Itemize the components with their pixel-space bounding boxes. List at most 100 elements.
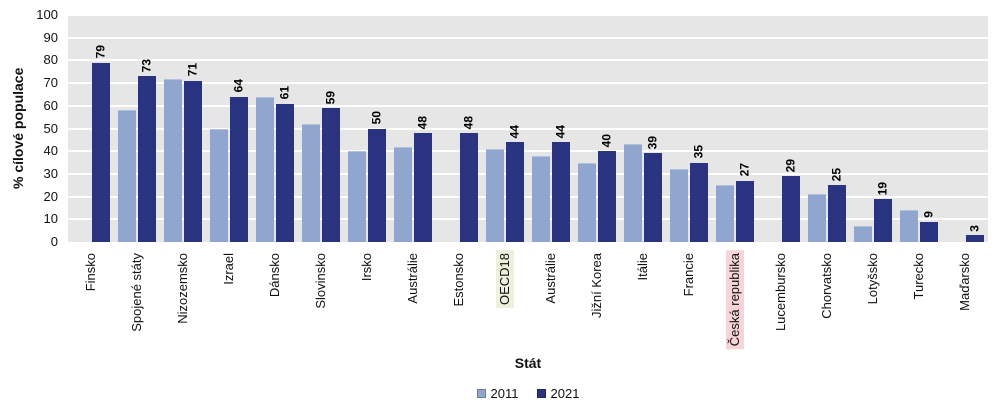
gridline <box>68 127 988 130</box>
bar-2021 <box>598 151 616 242</box>
bar-value-label: 27 <box>737 163 752 177</box>
x-tick-label: Turecko <box>911 253 926 300</box>
bar-2021 <box>736 180 754 242</box>
bar-2021 <box>552 142 570 242</box>
y-tick-label: 40 <box>43 143 58 159</box>
x-tick-label: Slovinsko <box>313 253 328 309</box>
bar-group-Slovinsko: 59 <box>298 15 344 242</box>
bar-group-Maďarsko: 3 <box>942 15 988 242</box>
bar-2011 <box>394 146 412 242</box>
x-tick-label: Maďarsko <box>957 253 972 311</box>
bar-value-label: 44 <box>507 124 522 139</box>
bar-value-label: 29 <box>783 158 798 173</box>
bar-2011 <box>210 128 228 242</box>
bar-group-Česká republika: 27 <box>712 15 758 242</box>
bar-2011 <box>854 226 872 242</box>
bar-2011 <box>164 78 182 242</box>
bar-2021 <box>414 133 432 242</box>
bar-2021 <box>138 76 156 242</box>
bar-2021 <box>460 133 478 242</box>
y-tick-label: 90 <box>43 29 58 45</box>
bar-group-Estonsko: 48 <box>436 15 482 242</box>
bar-group-Jižní Korea: 40 <box>574 15 620 242</box>
bar-2021 <box>184 80 202 242</box>
bar-group-Spojené státy: 73 <box>114 15 160 242</box>
bar-group-Francie: 35 <box>666 15 712 242</box>
x-tick-label: Chorvatsko <box>819 253 834 319</box>
y-tick-label: 20 <box>43 188 58 204</box>
y-tick-label: 50 <box>43 120 58 136</box>
bar-group-Itálie: 39 <box>620 15 666 242</box>
plot-area: 79 73 71 64 61 59 50 48 48 44 44 40 39 35 27 29 25 19 9 3 <box>68 14 988 242</box>
legend-label: 2021 <box>550 386 580 401</box>
bar-group-OECD18: 44 <box>482 15 528 242</box>
bar-2011 <box>256 96 274 242</box>
y-tick-label: 10 <box>43 211 58 227</box>
bar-2021 <box>506 142 524 242</box>
bar-2021 <box>276 103 294 242</box>
bar-group-Chorvatsko: 25 <box>804 15 850 242</box>
bar-2011 <box>808 194 826 242</box>
x-tick-label: OECD18 <box>496 250 514 309</box>
bar-value-label: 35 <box>691 145 706 159</box>
x-tick-label: Jižní Korea <box>589 253 604 319</box>
bar-2021 <box>230 96 248 242</box>
gridline <box>68 36 988 39</box>
y-tick-label: 100 <box>36 7 58 22</box>
bar-value-label: 79 <box>93 45 108 59</box>
gridline <box>68 150 988 153</box>
gridline <box>68 59 988 62</box>
bar-value-label: 73 <box>139 58 154 73</box>
bar-group-Irsko: 50 <box>344 15 390 242</box>
bar-group-Lucembursko: 29 <box>758 15 804 242</box>
x-tick-label: Finsko <box>83 253 98 292</box>
bar-value-label: 71 <box>185 63 200 77</box>
bar-value-label: 3 <box>967 224 982 232</box>
bar-2011 <box>670 169 688 242</box>
bar-group-Nizozemsko: 71 <box>160 15 206 242</box>
bar-value-label: 64 <box>231 79 246 93</box>
x-tick-label: Austrálie <box>405 253 420 304</box>
bar-2011 <box>578 162 596 242</box>
y-tick-label: 80 <box>43 52 58 68</box>
bar-2011 <box>716 185 734 242</box>
x-tick-label: Estonsko <box>451 253 466 307</box>
bar-value-label: 61 <box>277 86 292 100</box>
bar-value-label: 59 <box>323 90 338 105</box>
bar-value-label: 44 <box>553 124 568 139</box>
legend-label: 2011 <box>490 386 519 401</box>
y-tick-label: 30 <box>43 165 58 181</box>
bar-2011 <box>348 151 366 242</box>
bar-2021 <box>782 176 800 242</box>
bar-2021 <box>92 62 110 242</box>
bar-value-label: 9 <box>921 210 936 218</box>
bar-2011 <box>118 110 136 242</box>
x-tick-label: Česká republika <box>726 250 744 350</box>
gridline <box>68 172 988 175</box>
gridline <box>68 14 988 16</box>
bar-2021 <box>368 128 386 242</box>
bar-2021 <box>322 108 340 242</box>
bar-value-label: 40 <box>599 133 614 148</box>
y-tick-label: 0 <box>50 234 58 249</box>
bar-2011 <box>302 123 320 242</box>
bar-group-Finsko: 79 <box>68 15 114 242</box>
bar-value-label: 48 <box>461 115 476 130</box>
x-tick-label: Dánsko <box>267 253 282 298</box>
x-tick-label: Izrael <box>221 253 236 285</box>
legend-swatch <box>536 389 546 398</box>
x-axis-title: Stát <box>514 355 542 371</box>
legend-swatch <box>476 389 486 398</box>
x-tick-label: Austrálie <box>543 253 558 304</box>
gridline <box>68 104 988 107</box>
bar-group-Izrael: 64 <box>206 15 252 242</box>
bar-2021 <box>874 198 892 242</box>
bar-group-Dánsko: 61 <box>252 15 298 242</box>
x-tick-label: Nizozemsko <box>175 253 190 324</box>
bar-2011 <box>532 155 550 242</box>
y-tick-label: 70 <box>43 75 58 91</box>
x-tick-label: Itálie <box>635 253 650 281</box>
bar-value-label: 48 <box>415 115 430 130</box>
bar-value-label: 19 <box>875 181 890 195</box>
